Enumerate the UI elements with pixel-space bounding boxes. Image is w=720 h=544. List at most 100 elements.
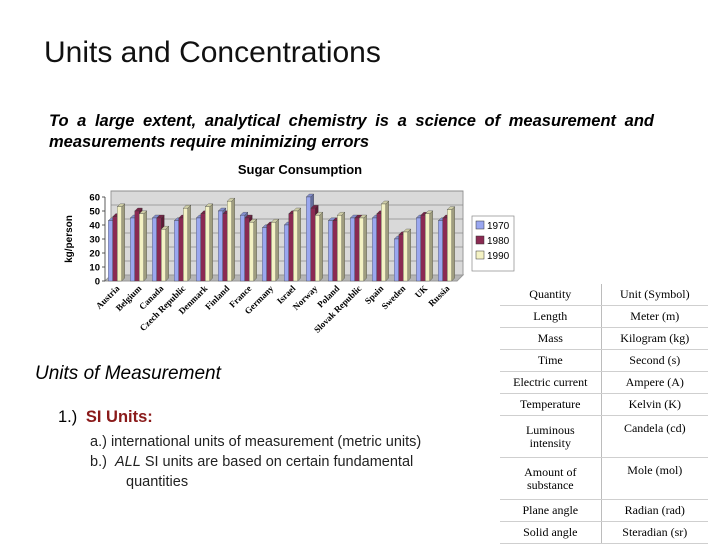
table-row: Mass Kilogram (kg) bbox=[500, 327, 708, 350]
table-row: Length Meter (m) bbox=[500, 305, 708, 328]
quantity-cell: Luminous intensity bbox=[500, 415, 602, 458]
bar-front bbox=[174, 220, 179, 282]
si-units-item: 1.) SI Units: bbox=[58, 408, 153, 427]
bar-front bbox=[284, 224, 289, 282]
bar-front bbox=[244, 217, 250, 282]
table-row: Solid angle Steradian (sr) bbox=[500, 521, 708, 544]
bar-front bbox=[200, 213, 206, 282]
bar-side bbox=[407, 228, 411, 282]
quantity-cell: Amount of substance bbox=[500, 457, 602, 500]
bar-front bbox=[442, 217, 448, 282]
quantity-cell: Length bbox=[500, 305, 602, 328]
quantity-cell: Solid angle bbox=[500, 521, 602, 544]
y-tick-label: 10 bbox=[89, 263, 100, 274]
point-b-prefix: b.) bbox=[90, 454, 115, 470]
header-unit: Unit (Symbol) bbox=[600, 284, 708, 306]
bar-front bbox=[416, 217, 421, 282]
bar-front bbox=[381, 203, 386, 282]
si-units-point-b: b.) ALL SI units are based on certain fu… bbox=[90, 452, 413, 472]
quantity-cell: Time bbox=[500, 349, 602, 372]
bar-front bbox=[372, 217, 377, 282]
si-units-table: Quantity Unit (Symbol) Length Meter (m) … bbox=[500, 284, 708, 544]
table-row: Luminous intensity Candela (cd) bbox=[500, 415, 708, 458]
bar-1990 bbox=[446, 206, 456, 282]
unit-cell: Kilogram (kg) bbox=[600, 327, 708, 350]
bar-front bbox=[218, 210, 223, 282]
bar-1990 bbox=[204, 203, 214, 282]
y-tick-label: 40 bbox=[89, 221, 100, 232]
chart-title: Sugar Consumption bbox=[238, 162, 362, 177]
bar-1990 bbox=[424, 210, 434, 282]
bar-side bbox=[429, 210, 433, 282]
slide-title: Units and Concentrations bbox=[44, 36, 381, 69]
x-category-label: Sweden bbox=[379, 283, 407, 311]
x-category-label: Russia bbox=[426, 283, 451, 308]
bar-1990 bbox=[314, 211, 324, 282]
bar-front bbox=[447, 209, 452, 282]
bar-front bbox=[117, 206, 122, 282]
y-tick-label: 60 bbox=[89, 193, 100, 204]
bar-front bbox=[332, 220, 338, 282]
bar-front bbox=[398, 234, 404, 282]
bar-front bbox=[438, 220, 443, 282]
units-of-measurement-heading: Units of Measurement bbox=[35, 363, 221, 384]
bar-1990 bbox=[248, 218, 258, 282]
bar-front bbox=[249, 222, 254, 282]
x-category-label: UK bbox=[413, 283, 430, 300]
table-row: Time Second (s) bbox=[500, 349, 708, 372]
si-units-label: SI Units: bbox=[85, 408, 153, 426]
y-axis-label: kg/person bbox=[64, 215, 75, 263]
legend-swatch bbox=[475, 235, 485, 245]
bar-side bbox=[451, 206, 455, 282]
bar-front bbox=[156, 217, 162, 282]
bar-front bbox=[306, 196, 311, 282]
bar-front bbox=[337, 215, 342, 282]
bar-front bbox=[183, 208, 188, 282]
bar-1990 bbox=[160, 225, 170, 282]
sugar-consumption-chart: Sugar Consumption 0 10 20 30 40 50 60 kg/person A… bbox=[60, 158, 520, 358]
bar-front bbox=[240, 215, 245, 282]
bar-front bbox=[315, 215, 320, 282]
bar-1990 bbox=[292, 207, 302, 282]
bar-front bbox=[293, 210, 298, 282]
bar-1990 bbox=[270, 218, 280, 282]
bar-1990 bbox=[336, 211, 346, 282]
bar-front bbox=[350, 217, 355, 282]
bar-front bbox=[288, 213, 294, 282]
bar-front bbox=[196, 217, 201, 282]
bar-front bbox=[271, 222, 276, 282]
bar-front bbox=[227, 201, 232, 282]
quantity-cell: Mass bbox=[500, 327, 602, 350]
bar-front bbox=[161, 229, 166, 282]
table-row: Amount of substance Mole (mol) bbox=[500, 457, 708, 500]
bar-1990 bbox=[226, 197, 236, 282]
quantity-cell: Temperature bbox=[500, 393, 602, 416]
legend-swatch bbox=[475, 250, 485, 260]
bar-side bbox=[275, 218, 279, 282]
bar-side bbox=[363, 214, 367, 282]
legend-label: 1970 bbox=[487, 221, 510, 232]
bar-front bbox=[112, 216, 118, 282]
header-quantity: Quantity bbox=[500, 284, 602, 306]
bar-front bbox=[152, 217, 157, 282]
bar-1990 bbox=[116, 203, 126, 282]
quantity-cell: Electric current bbox=[500, 371, 602, 394]
quantity-cell: Plane angle bbox=[500, 499, 602, 522]
bar-front bbox=[108, 220, 113, 282]
point-b-text: SI units are based on certain fundamenta… bbox=[140, 454, 414, 470]
unit-cell: Radian (rad) bbox=[600, 499, 708, 522]
unit-cell: Meter (m) bbox=[600, 305, 708, 328]
bar-front bbox=[359, 217, 364, 282]
table-row: Temperature Kelvin (K) bbox=[500, 393, 708, 416]
bar-front bbox=[420, 215, 426, 282]
bar-front bbox=[178, 217, 184, 282]
bar-front bbox=[394, 238, 399, 282]
table-row: Electric current Ampere (A) bbox=[500, 371, 708, 394]
bar-side bbox=[187, 204, 191, 282]
unit-cell: Kelvin (K) bbox=[600, 393, 708, 416]
bar-side bbox=[121, 203, 125, 282]
bar-front bbox=[328, 220, 333, 282]
bar-side bbox=[143, 210, 147, 282]
bar-side bbox=[341, 211, 345, 282]
bar-1990 bbox=[358, 214, 368, 282]
